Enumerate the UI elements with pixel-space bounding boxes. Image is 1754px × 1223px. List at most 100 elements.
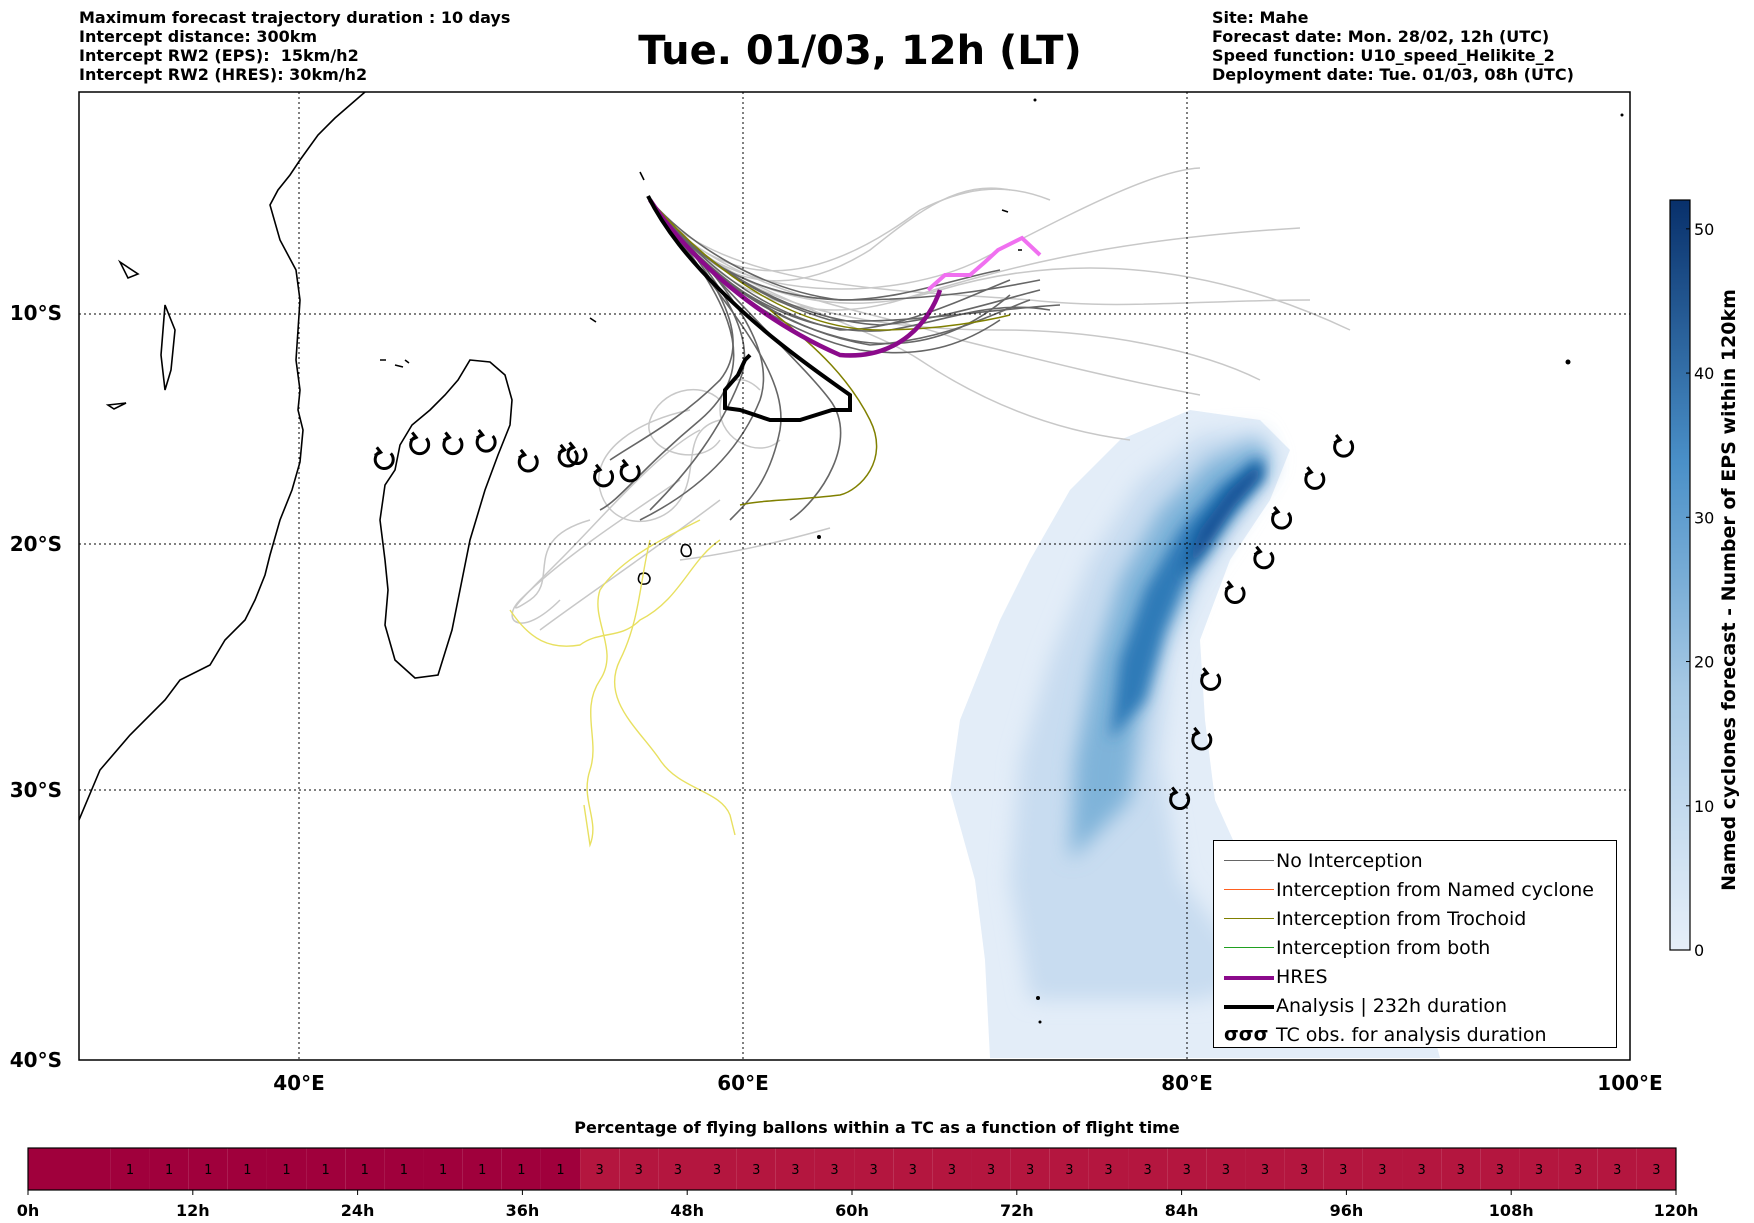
timebar-cell: 3 [814, 1148, 855, 1190]
legend-entry: Analysis | 232h duration [1214, 992, 1616, 1020]
lat-tick-label: 10°S [10, 301, 62, 325]
timebar-cell: 3 [932, 1148, 972, 1190]
timebar-cell: 1 [188, 1148, 228, 1190]
timebar-tick-label: 108h [1489, 1201, 1534, 1220]
timebar-cell: 3 [1284, 1148, 1324, 1190]
legend-swatch [1224, 889, 1274, 890]
timebar-value: 3 [1613, 1163, 1621, 1178]
hres-trajectory [648, 198, 943, 358]
tc-obs-icon [442, 431, 464, 456]
timebar-cell: 3 [1402, 1148, 1442, 1190]
timebar-tick-label: 120h [1654, 1201, 1699, 1220]
timebar-value: 3 [987, 1163, 995, 1178]
timebar-cell [28, 1148, 111, 1190]
africa-coast [79, 92, 366, 821]
legend: No Interception Interception from Named c… [1213, 840, 1617, 1048]
timebar-cell: 3 [736, 1148, 776, 1190]
timebar-cell: 3 [1049, 1148, 1089, 1190]
timebar-tick-label: 60h [835, 1201, 869, 1220]
lat-tick-label: 30°S [10, 778, 62, 802]
timebar-value: 1 [517, 1163, 525, 1178]
tc-obs-icon [1200, 667, 1222, 691]
timebar-tick-label: 72h [1000, 1201, 1034, 1220]
tc-obs-icon [619, 458, 641, 483]
timebar-value: 3 [1378, 1163, 1386, 1178]
timebar-value: 3 [1026, 1163, 1034, 1178]
timebar-value: 3 [909, 1163, 917, 1178]
legend-label: Interception from both [1276, 937, 1491, 959]
timebar-value: 3 [674, 1163, 682, 1178]
timebar-value: 1 [556, 1163, 564, 1178]
tc-obs-legend-icon: σσσ [1224, 1023, 1269, 1045]
map-panel: 10°S 20°S 30°S 40°S 40°E 60°E 80°E 100°E [10, 91, 1663, 1095]
tc-obs-icon [1304, 466, 1326, 490]
lake [105, 402, 127, 410]
timebar-cell: 3 [697, 1148, 737, 1190]
legend-swatch [1224, 918, 1274, 919]
timebar-cell: 3 [1206, 1148, 1246, 1190]
timebar-tick-label: 36h [506, 1201, 540, 1220]
timebar-tick-label: 24h [341, 1201, 375, 1220]
lon-tick-label: 40°E [273, 1071, 325, 1095]
timebar-cell: 3 [971, 1148, 1011, 1190]
legend-entry: σσσ TC obs. for analysis duration [1214, 1021, 1616, 1049]
legend-label: Analysis | 232h duration [1276, 995, 1508, 1017]
map-frame [78, 91, 1631, 1061]
timebar-cell: 3 [658, 1148, 698, 1190]
timebar-cell: 3 [1636, 1148, 1676, 1190]
timebar-value: 3 [791, 1163, 799, 1178]
timebar-tick-label: 84h [1165, 1201, 1199, 1220]
legend-label: HRES [1276, 966, 1328, 988]
legend-entry: Interception from Named cyclone [1214, 876, 1616, 904]
tc-obs-icon [1224, 580, 1246, 605]
seychelles-islands [589, 171, 1022, 323]
timebar-value: 3 [1457, 1163, 1465, 1178]
timebar-value: 3 [1496, 1163, 1504, 1178]
timebar-cell: 3 [893, 1148, 933, 1190]
pink-trajectory [926, 235, 1042, 292]
header-right-line: Deployment date: Tue. 01/03, 08h (UTC) [1212, 65, 1574, 84]
timebar-value: 3 [830, 1163, 838, 1178]
timebar-cell: 1 [266, 1148, 307, 1190]
legend-swatch [1224, 947, 1274, 948]
timebar-cell: 1 [227, 1148, 267, 1190]
timebar-cell: 3 [1519, 1148, 1559, 1190]
timebar-cell: 1 [540, 1148, 581, 1190]
timebar-cell: 3 [1010, 1148, 1050, 1190]
tc-obs-icon [1253, 545, 1275, 570]
timebar-cell: 1 [462, 1148, 502, 1190]
tc-obs-icon [1169, 786, 1191, 811]
timebar-cell: 3 [1245, 1148, 1285, 1190]
lake [117, 259, 140, 280]
colorbar-tick-label: 30 [1694, 508, 1714, 527]
legend-swatch [1224, 976, 1274, 980]
timebar-cell: 3 [775, 1148, 815, 1190]
colorbar-tick-label: 10 [1694, 797, 1714, 816]
tc-obs-markers [373, 429, 1355, 811]
timebar-cell: 1 [306, 1148, 346, 1190]
lat-tick-label: 40°S [10, 1048, 62, 1072]
timebar-value: 3 [752, 1163, 760, 1178]
tc-obs-icon [409, 431, 431, 456]
tc-obs-icon [1333, 433, 1355, 458]
timebar-value: 3 [1261, 1163, 1269, 1178]
timebar-value: 3 [1183, 1163, 1191, 1178]
timebar-cell: 1 [501, 1148, 541, 1190]
legend-entry: Interception from both [1214, 934, 1616, 962]
lon-tick-label: 100°E [1597, 1071, 1662, 1095]
lake [160, 304, 176, 391]
timebar-value: 1 [478, 1163, 486, 1178]
timebar-value: 1 [126, 1163, 134, 1178]
madagascar-coast [379, 359, 513, 679]
legend-swatch [1224, 1005, 1274, 1009]
timebar-value: 1 [243, 1163, 251, 1178]
timebar-cell: 3 [1088, 1148, 1129, 1190]
timebar-value: 1 [361, 1163, 369, 1178]
timebar-value: 3 [869, 1163, 877, 1178]
timebar-value: 3 [1065, 1163, 1073, 1178]
header-left-line: Intercept distance: 300km [79, 27, 318, 46]
timebar-value: 3 [1143, 1163, 1151, 1178]
legend-entry: Interception from Trochoid [1214, 905, 1616, 933]
timebar-value: 3 [1535, 1163, 1543, 1178]
timebar-tick-label: 12h [176, 1201, 210, 1220]
